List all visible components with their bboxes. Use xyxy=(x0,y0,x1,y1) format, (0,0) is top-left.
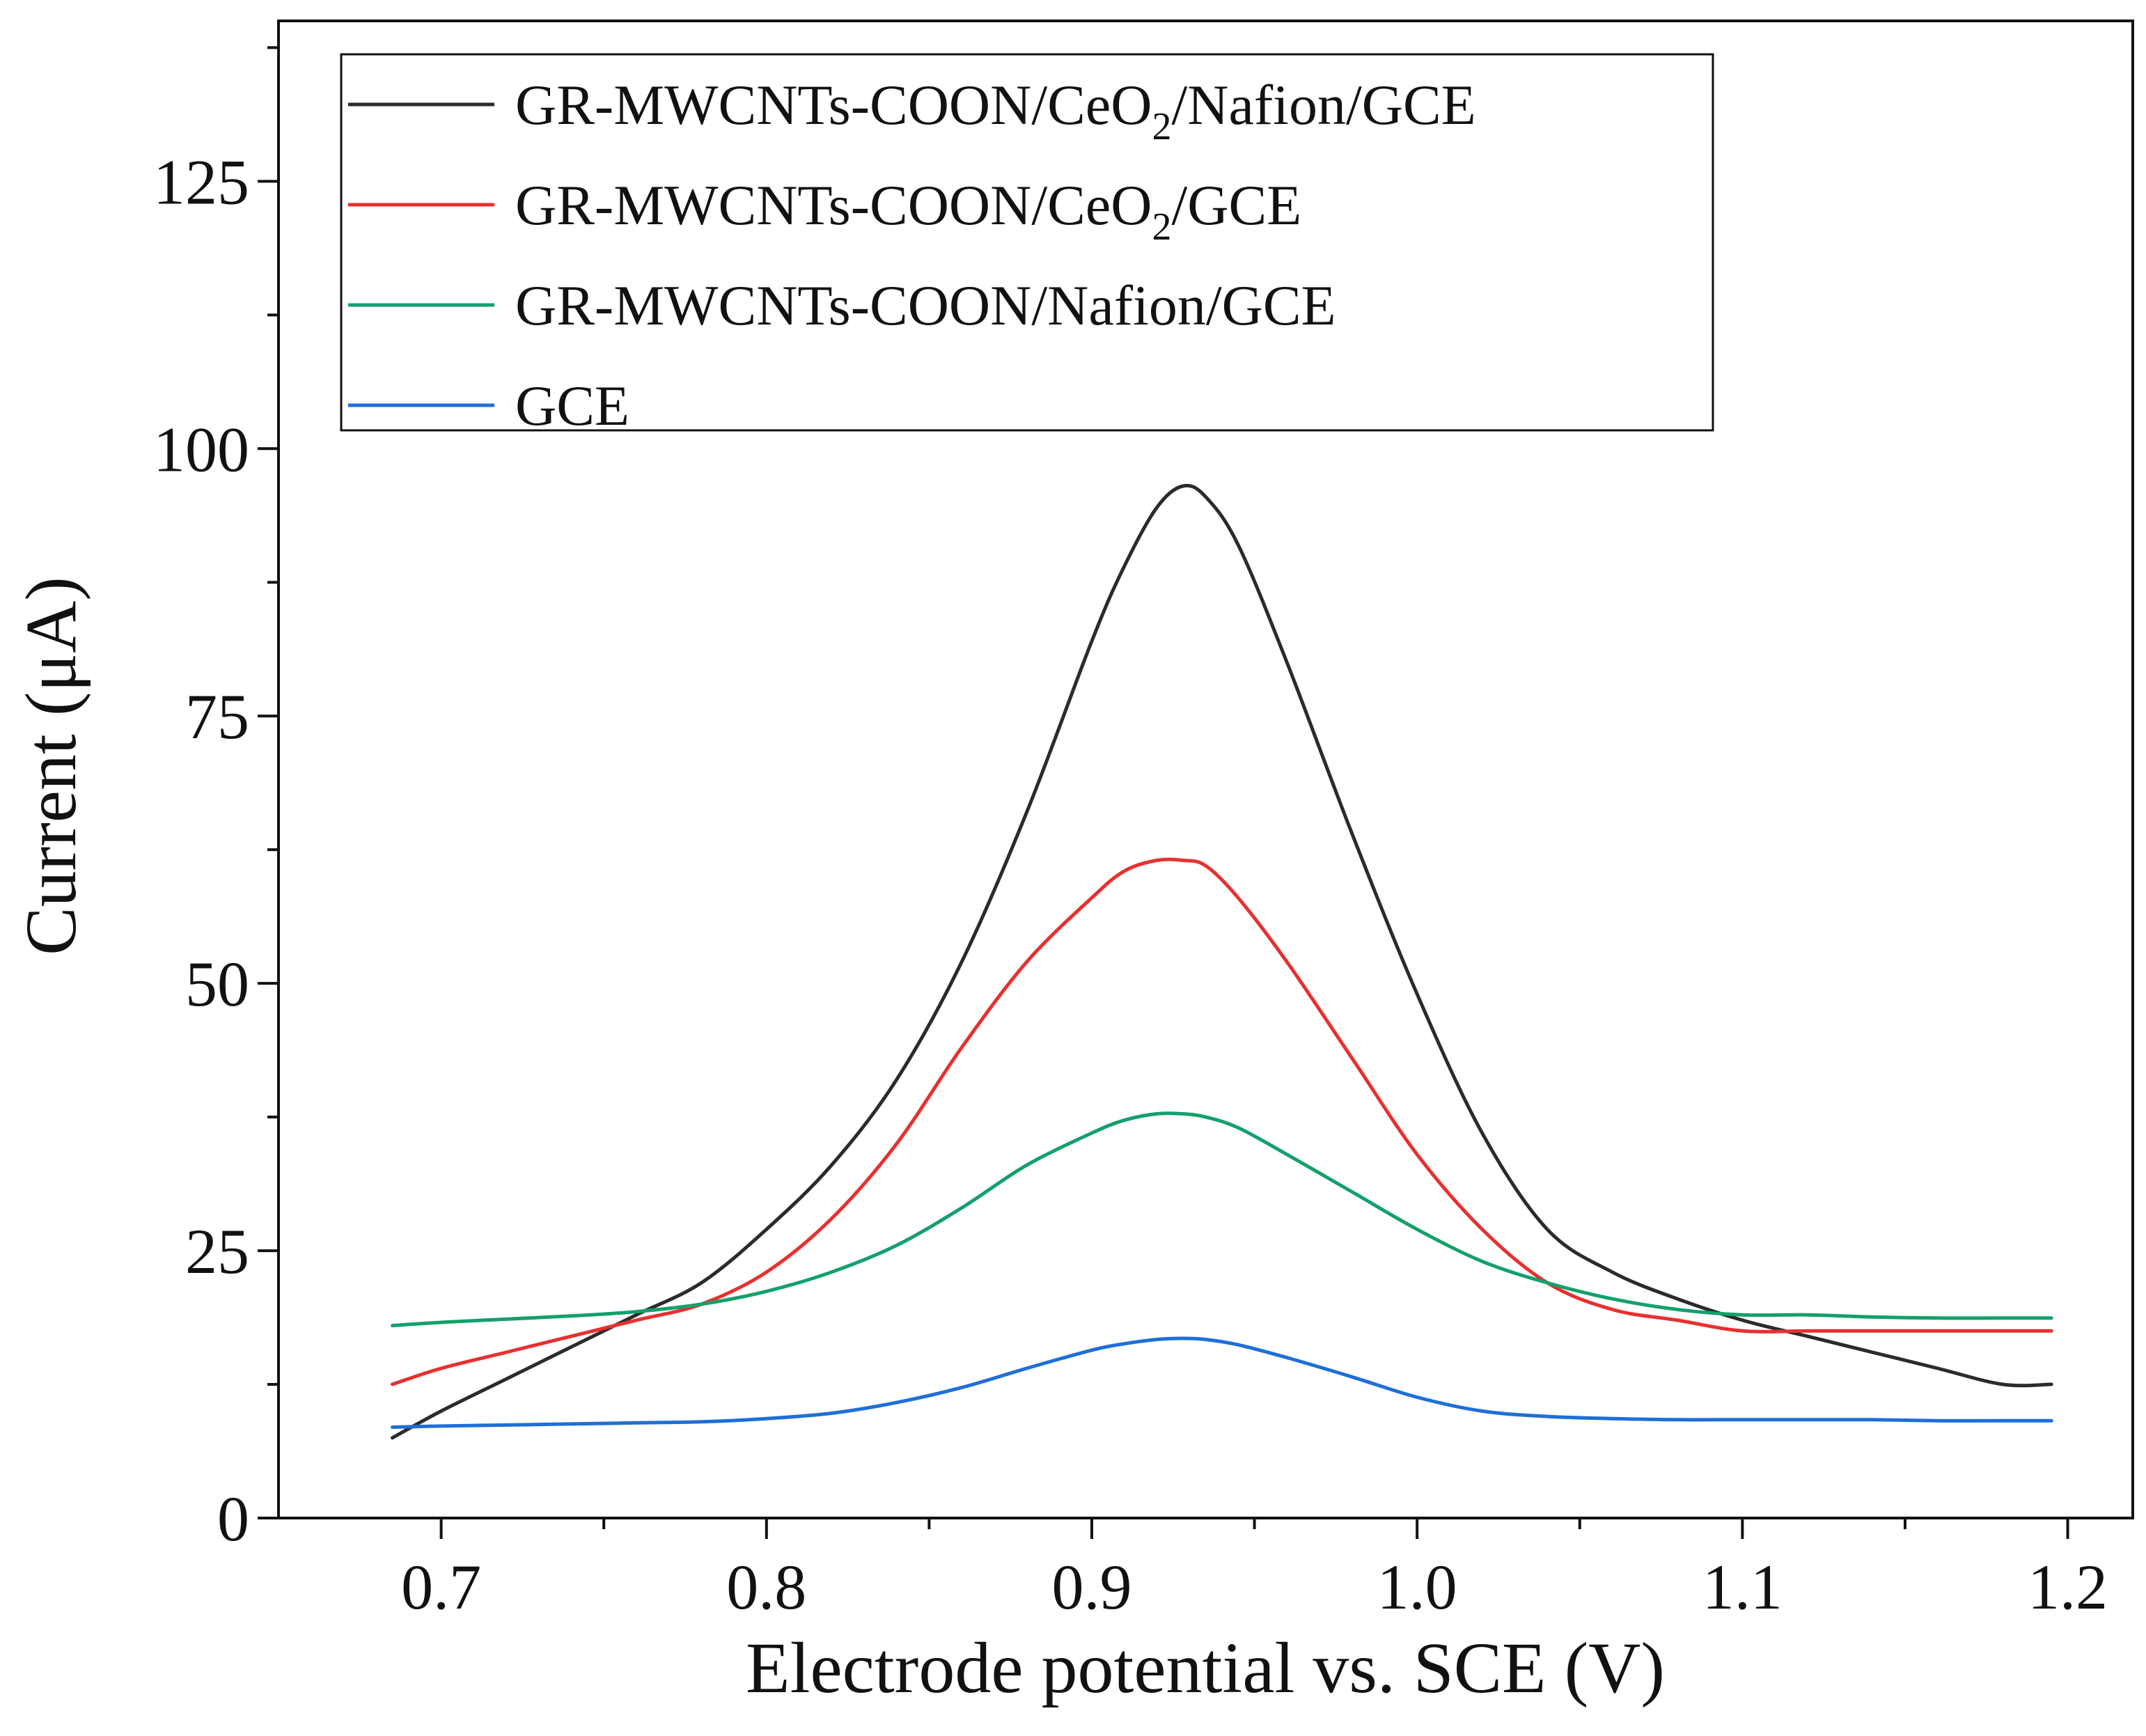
y-axis-title: Current (μA) xyxy=(11,577,91,955)
series-line-1 xyxy=(391,483,2053,1440)
y-tick-label: 125 xyxy=(153,146,249,217)
x-tick-label: 0.9 xyxy=(1051,1551,1131,1622)
x-tick-label: 1.2 xyxy=(2028,1551,2108,1622)
y-tick-label: 25 xyxy=(185,1216,249,1287)
y-tick-label: 50 xyxy=(185,948,249,1019)
y-tick-label: 75 xyxy=(185,681,249,752)
legend-box xyxy=(340,53,1714,432)
legend: GR-MWCNTs-COON/CeO2/Nafion/GCE GR-MWCNTs-… xyxy=(340,53,1714,437)
plot-series xyxy=(391,483,2053,1440)
axis-ticks: 0.7 0.8 0.9 1.0 1.1 1.2 0 25 50 75 100 125 xyxy=(153,46,2108,1622)
x-tick-label: 1.1 xyxy=(1702,1551,1783,1622)
x-axis-title: Electrode potential vs. SCE (V) xyxy=(746,1628,1665,1708)
series-line-4 xyxy=(391,1336,2053,1429)
series-line-3 xyxy=(391,1111,2053,1328)
y-tick-label: 0 xyxy=(217,1483,249,1554)
legend-label-4: GCE xyxy=(515,374,629,437)
x-tick-label: 1.0 xyxy=(1377,1551,1457,1622)
plot-frame xyxy=(277,19,2134,1519)
x-tick-label: 0.7 xyxy=(401,1551,481,1622)
x-tick-label: 0.8 xyxy=(726,1551,806,1622)
legend-label-3: GR-MWCNTs-COON/Nafion/GCE xyxy=(515,274,1336,337)
y-tick-label: 100 xyxy=(153,414,249,485)
legend-label-2: GR-MWCNTs-COON/CeO2/GCE xyxy=(515,173,1301,249)
legend-label-1: GR-MWCNTs-COON/CeO2/Nafion/GCE xyxy=(515,73,1476,148)
